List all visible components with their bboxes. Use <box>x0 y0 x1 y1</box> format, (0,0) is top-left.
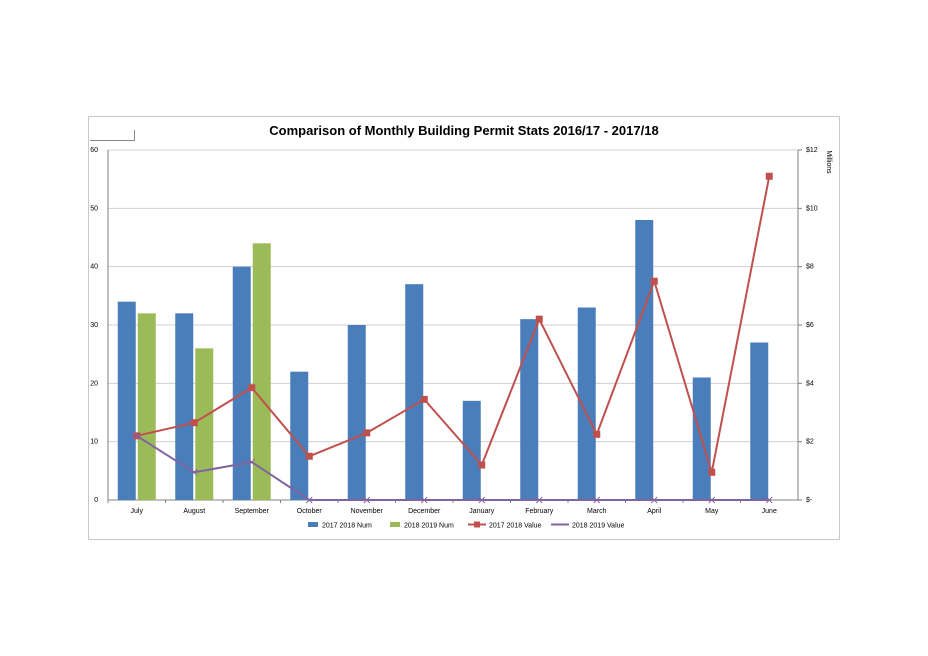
point-2017-2018-value <box>535 315 543 323</box>
point-2017-2018-value <box>305 452 313 460</box>
y-right-tick-label: $8 <box>806 264 814 271</box>
legend-item: 2017 2018 Num <box>308 522 372 530</box>
point-2018-2019-value <box>478 496 486 504</box>
point-mark <box>363 496 371 504</box>
point-2017-2018-value <box>650 277 658 285</box>
x-tick-label: August <box>183 508 205 515</box>
bar-2018-2019-num <box>252 243 271 501</box>
corner-mark <box>90 130 135 141</box>
point-2018-2019-value <box>420 496 428 504</box>
x-tick-label: January <box>469 508 494 515</box>
bar-2017-2018-num <box>405 284 424 500</box>
y-right-tick-label: $- <box>806 497 813 504</box>
point-mark <box>708 496 716 504</box>
point-mark <box>305 496 313 504</box>
line-2017-2018-value <box>136 176 771 473</box>
bar-2017-2018-num <box>175 313 194 500</box>
x-tick-label: February <box>525 508 554 515</box>
legend-swatch <box>308 522 318 527</box>
x-tick-label: July <box>131 508 144 515</box>
point-2017-2018-value <box>478 461 486 469</box>
point-2018-2019-value <box>133 432 141 440</box>
point-mark <box>593 496 601 504</box>
x-tick-label: May <box>705 508 719 515</box>
legend-swatch <box>390 522 400 527</box>
point-2017-2018-value <box>593 430 601 438</box>
point-mark <box>420 496 428 504</box>
point-2017-2018-value <box>765 172 773 180</box>
point-mark <box>133 432 141 440</box>
bar-2017-2018-num <box>520 319 539 500</box>
bar-2017-2018-num <box>232 266 251 500</box>
legend-label: 2018 2019 Value <box>572 523 625 530</box>
legend-label: 2017 2018 Num <box>322 523 372 530</box>
point-2017-2018-value <box>708 468 716 476</box>
point-2018-2019-value <box>650 496 658 504</box>
x-tick-label: March <box>587 508 607 515</box>
point-2017-2018-value <box>420 395 428 403</box>
bar-2017-2018-num <box>462 400 481 500</box>
point-2017-2018-value <box>363 429 371 437</box>
y-right-tick-label: $10 <box>806 205 818 212</box>
x-tick-label: November <box>351 508 384 515</box>
point-2017-2018-value <box>248 384 256 392</box>
point-2018-2019-value <box>248 458 256 466</box>
y-right-tick-label: $12 <box>806 147 818 154</box>
legend-label: 2017 2018 Value <box>489 523 542 530</box>
y-right-tick-label: $2 <box>806 439 814 446</box>
point-2018-2019-value <box>708 496 716 504</box>
point-2018-2019-value <box>190 468 198 476</box>
y-right-tick-label: $6 <box>806 322 814 329</box>
point-mark <box>765 496 773 504</box>
y-left-tick-label: 60 <box>90 147 98 154</box>
chart-title: Comparison of Monthly Building Permit St… <box>269 123 658 138</box>
bar-2017-2018-num <box>750 342 769 500</box>
legend-item: 2018 2019 Num <box>390 522 454 530</box>
bar-2017-2018-num <box>290 371 309 500</box>
point-2018-2019-value <box>535 496 543 504</box>
point-2018-2019-value <box>305 496 313 504</box>
point-mark <box>478 496 486 504</box>
point-2018-2019-value <box>765 496 773 504</box>
bar-2018-2019-num <box>195 348 214 500</box>
point-2018-2019-value <box>593 496 601 504</box>
y-left-tick-label: 30 <box>90 322 98 329</box>
x-tick-label: September <box>235 508 270 515</box>
bar-2018-2019-num <box>137 313 156 500</box>
bar-2017-2018-num <box>577 307 596 500</box>
legend-marker <box>474 521 480 528</box>
y-right-axis-title: Millions <box>825 150 832 174</box>
y-left-tick-label: 20 <box>90 380 98 387</box>
bar-2017-2018-num <box>347 325 366 500</box>
point-2017-2018-value <box>190 419 198 427</box>
y-left-tick-label: 50 <box>90 205 98 212</box>
bar-2017-2018-num <box>635 220 654 500</box>
x-tick-label: June <box>762 508 777 515</box>
x-tick-label: October <box>297 508 323 515</box>
y-left-tick-label: 0 <box>94 497 98 504</box>
point-mark <box>190 468 198 476</box>
legend-item: 2017 2018 Value <box>468 521 542 530</box>
point-2018-2019-value <box>363 496 371 504</box>
legend-item: 2018 2019 Value <box>551 523 625 530</box>
x-tick-label: April <box>647 508 661 515</box>
point-mark <box>248 458 256 466</box>
y-left-tick-label: 10 <box>90 439 98 446</box>
x-tick-label: December <box>408 508 441 515</box>
point-mark <box>650 496 658 504</box>
y-left-tick-label: 40 <box>90 264 98 271</box>
line-2018-2019-value <box>136 434 770 501</box>
legend-label: 2018 2019 Num <box>404 523 454 530</box>
point-mark <box>535 496 543 504</box>
y-right-tick-label: $4 <box>806 380 814 387</box>
bar-2017-2018-num <box>117 301 136 500</box>
